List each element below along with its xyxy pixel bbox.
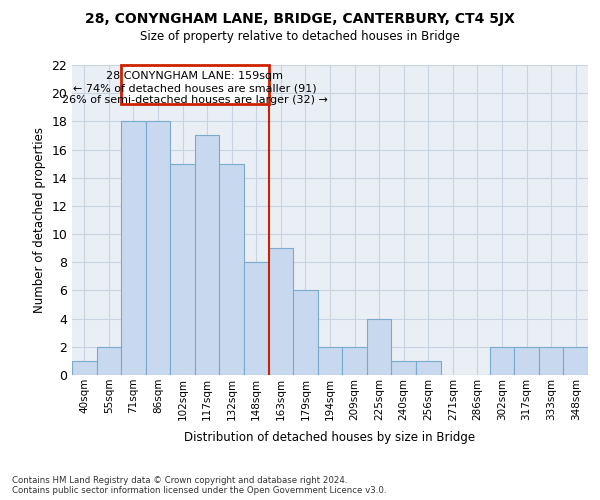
Bar (293, 290, 318, 375)
Bar (220, 164, 244, 375)
Bar (72, 361, 97, 375)
Bar (416, 361, 440, 375)
Bar (121, 122, 146, 375)
Bar (367, 318, 391, 375)
Text: Contains public sector information licensed under the Open Government Licence v3: Contains public sector information licen… (12, 486, 386, 495)
Bar (490, 347, 514, 375)
Text: Size of property relative to detached houses in Bridge: Size of property relative to detached ho… (140, 30, 460, 43)
Bar (539, 347, 563, 375)
Text: Contains HM Land Registry data © Crown copyright and database right 2024.: Contains HM Land Registry data © Crown c… (12, 476, 347, 485)
Bar (170, 164, 195, 375)
Bar (318, 347, 342, 375)
Bar (391, 361, 416, 375)
Bar (97, 347, 121, 375)
Text: 28, CONYNGHAM LANE, BRIDGE, CANTERBURY, CT4 5JX: 28, CONYNGHAM LANE, BRIDGE, CANTERBURY, … (85, 12, 515, 26)
Bar (195, 136, 220, 375)
Y-axis label: Number of detached properties: Number of detached properties (33, 127, 46, 313)
Bar (342, 347, 367, 375)
Bar (146, 122, 170, 375)
X-axis label: Distribution of detached houses by size in Bridge: Distribution of detached houses by size … (184, 431, 476, 444)
Bar (244, 262, 269, 375)
Text: ← 74% of detached houses are smaller (91): ← 74% of detached houses are smaller (91… (73, 84, 317, 94)
Bar (563, 347, 588, 375)
Bar (269, 248, 293, 375)
Bar (514, 347, 539, 375)
Bar (121, 65, 269, 104)
Text: 26% of semi-detached houses are larger (32) →: 26% of semi-detached houses are larger (… (62, 94, 328, 104)
Text: 28 CONYNGHAM LANE: 159sqm: 28 CONYNGHAM LANE: 159sqm (106, 71, 283, 81)
